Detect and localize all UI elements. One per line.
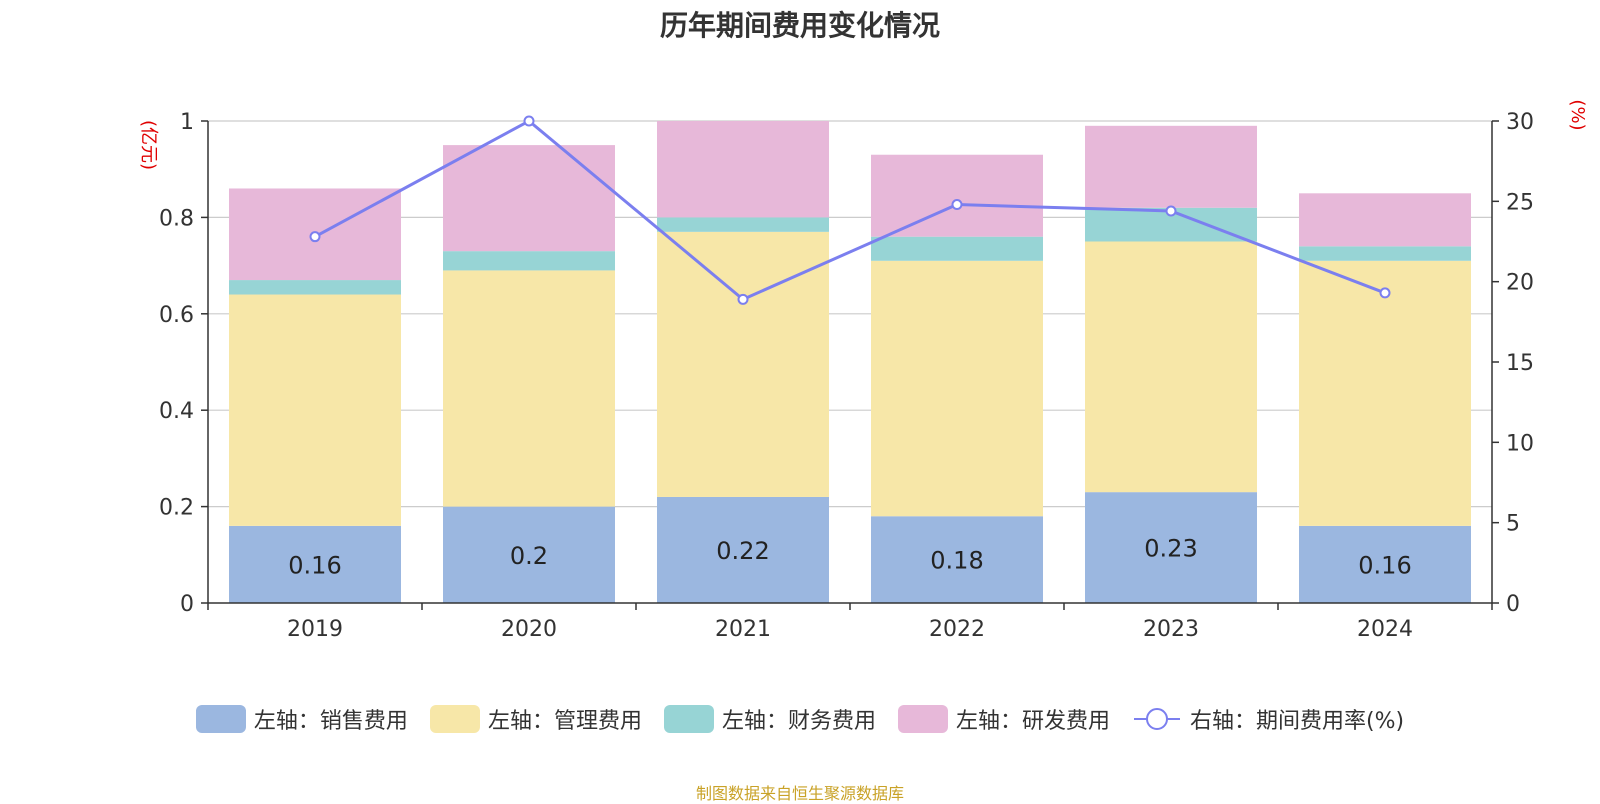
- right-axis-tick-label: 20: [1506, 271, 1534, 296]
- right-axis-tick-label: 5: [1506, 512, 1520, 537]
- source-note: 制图数据来自恒生聚源数据库: [695, 784, 904, 803]
- bar-2023-series-0: [1085, 492, 1257, 603]
- bar-data-label: 0.2: [510, 542, 548, 570]
- bar-2020-series-1: [443, 270, 615, 507]
- right-axis-tick-label: 10: [1506, 431, 1534, 456]
- left-axis-tick-label: 0.4: [159, 399, 194, 424]
- bar-2019-series-1: [229, 294, 401, 526]
- bar-2020-series-2: [443, 251, 615, 271]
- bar-2024-series-2: [1299, 246, 1471, 261]
- bar-2020-series-0: [443, 506, 615, 603]
- x-axis-tick-label: 2023: [1143, 617, 1199, 642]
- legend-label: 右轴：期间费用率(%): [1189, 709, 1405, 734]
- legend-swatch: [663, 705, 714, 733]
- bar-2022-series-2: [871, 236, 1043, 261]
- legend-item[interactable]: 左轴：财务费用: [663, 703, 876, 735]
- right-axis-tick-label: 30: [1506, 110, 1534, 135]
- legend-label: 左轴：管理费用: [487, 709, 642, 734]
- bar-data-label: 0.16: [288, 551, 341, 579]
- legend-label: 左轴：研发费用: [955, 709, 1110, 734]
- legend: 左轴：销售费用 左轴：管理费用 左轴：财务费用 左轴：研发费用 右轴：期间费用率(%): [0, 703, 1600, 735]
- x-axis-tick-label: 2022: [929, 617, 985, 642]
- bar-data-label: 0.16: [1358, 551, 1411, 579]
- right-axis-unit: (%): [1567, 99, 1588, 130]
- legend-label: 左轴：销售费用: [253, 709, 408, 734]
- rate-point-2020: [523, 115, 535, 127]
- bar-2021-series-0: [657, 496, 829, 603]
- bar-2019-series-2: [229, 280, 401, 295]
- chart-title: 历年期间费用变化情况: [659, 9, 940, 42]
- bar-2024-series-0: [1299, 525, 1471, 603]
- bar-2019-series-0: [229, 525, 401, 603]
- legend-label: 左轴：财务费用: [721, 709, 876, 734]
- right-axis-tick-label: 15: [1506, 351, 1534, 376]
- left-axis-tick-label: 0.6: [159, 303, 194, 328]
- bar-data-label: 0.23: [1144, 535, 1197, 563]
- legend-swatch: [897, 705, 948, 733]
- rate-point-2019: [309, 231, 321, 243]
- right-axis-tick-label: 0: [1506, 592, 1520, 617]
- legend-item[interactable]: 左轴：研发费用: [897, 703, 1110, 735]
- bar-2024-series-3: [1299, 193, 1471, 247]
- bar-data-label: 0.22: [716, 537, 769, 565]
- bar-2020-series-3: [443, 145, 615, 252]
- left-axis-tick-label: 1: [180, 110, 194, 135]
- left-axis-tick-label: 0: [180, 592, 194, 617]
- legend-item[interactable]: 右轴：期间费用率(%): [1132, 703, 1404, 735]
- legend-item[interactable]: 左轴：销售费用: [195, 703, 408, 735]
- bar-2021-series-1: [657, 231, 829, 497]
- left-axis-tick-label: 0.8: [159, 206, 194, 231]
- bar-2023-series-3: [1085, 125, 1257, 208]
- rate-point-2022: [951, 199, 963, 211]
- left-axis-unit: (亿元): [138, 120, 159, 170]
- bar-2022-series-1: [871, 260, 1043, 517]
- x-axis-tick-label: 2024: [1357, 617, 1413, 642]
- bar-2022-series-0: [871, 516, 1043, 603]
- bar-2021-series-2: [657, 217, 829, 232]
- rate-point-2024: [1379, 287, 1391, 299]
- x-axis-tick-label: 2021: [715, 617, 771, 642]
- rate-point-2021: [737, 293, 749, 305]
- left-axis-tick-label: 0.2: [159, 496, 194, 521]
- bar-2021-series-3: [657, 121, 829, 218]
- x-axis-tick-label: 2019: [287, 617, 343, 642]
- rate-point-2023: [1165, 205, 1177, 217]
- legend-swatch: [195, 705, 246, 733]
- rate-line: [314, 119, 1386, 302]
- bar-2024-series-1: [1299, 260, 1471, 526]
- bar-2022-series-3: [871, 154, 1043, 237]
- right-axis-tick-label: 25: [1506, 190, 1534, 215]
- bar-data-label: 0.18: [930, 547, 983, 575]
- legend-swatch: [429, 705, 480, 733]
- bar-2023-series-1: [1085, 241, 1257, 493]
- legend-swatch: [1133, 708, 1180, 730]
- x-axis-tick-label: 2020: [501, 617, 557, 642]
- legend-item[interactable]: 左轴：管理费用: [429, 703, 642, 735]
